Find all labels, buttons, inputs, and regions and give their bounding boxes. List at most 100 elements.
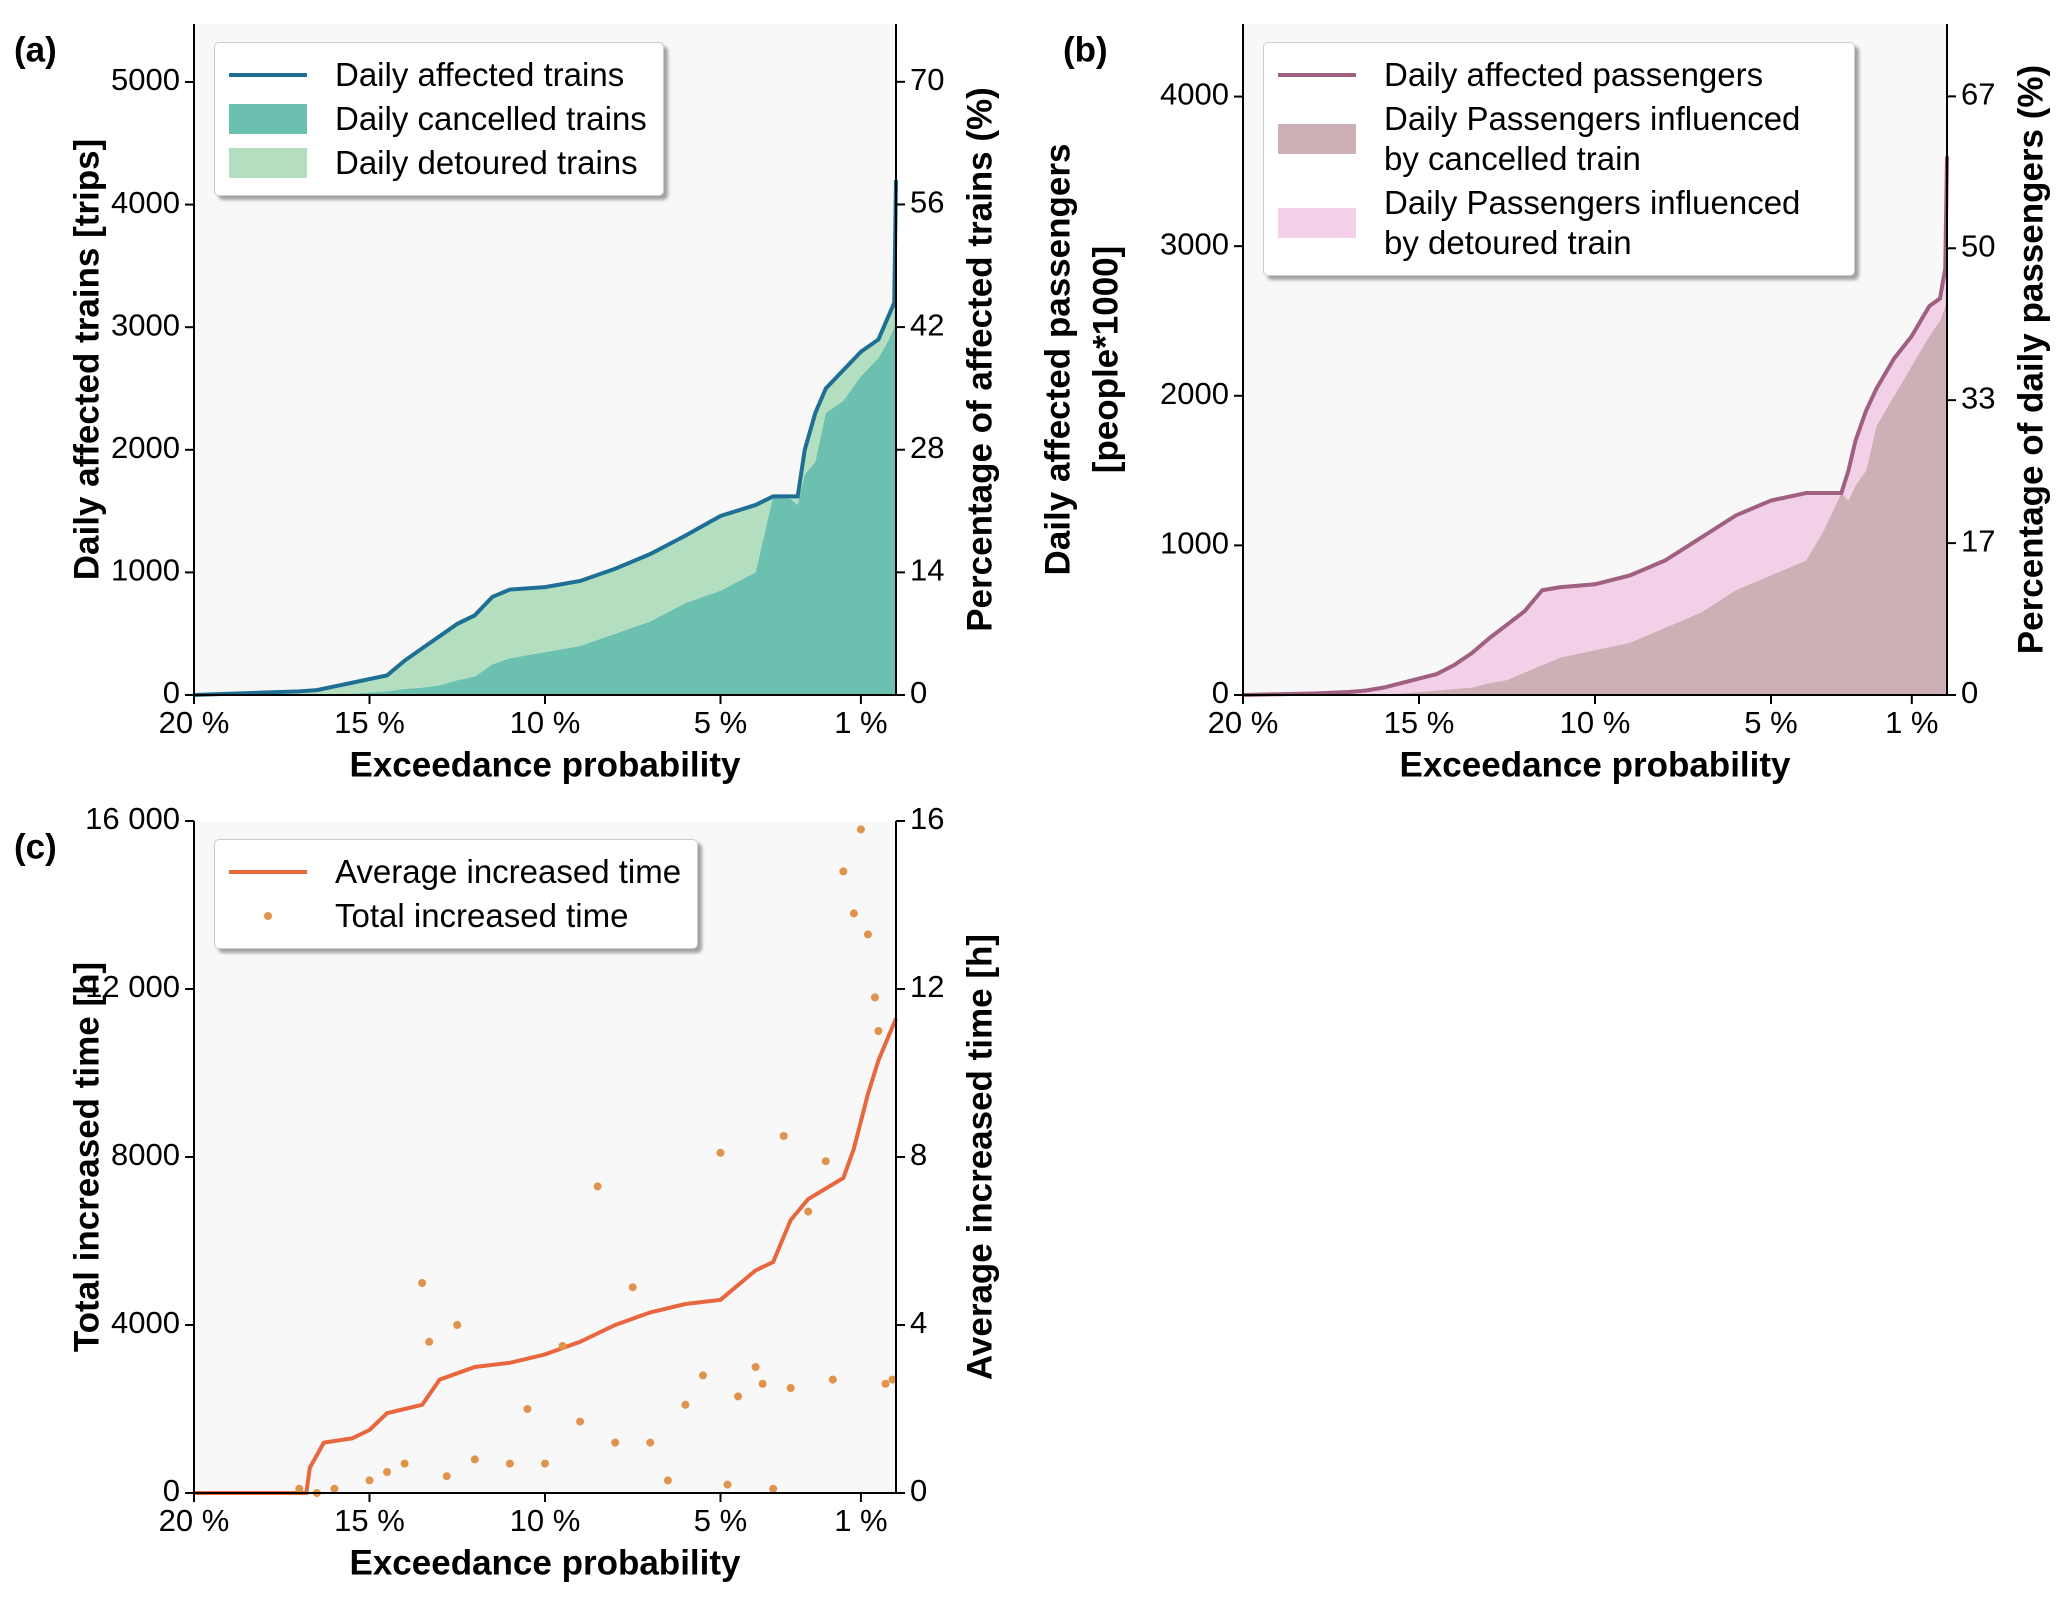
y-tick-label: 1000	[111, 553, 180, 588]
legend: Daily affected trains Daily cancelled tra…	[214, 42, 664, 196]
point	[681, 1400, 690, 1409]
legend-entry: Daily Passengers influenced by detoured …	[1278, 183, 1838, 263]
legend-label: Average increased time	[335, 853, 682, 890]
point	[804, 1207, 813, 1216]
point	[698, 1371, 707, 1380]
y-tick-label: 2000	[1160, 376, 1229, 411]
legend-label: Daily affected passengers	[1384, 56, 1764, 93]
point	[856, 825, 865, 834]
legend-label: Daily Passengers influenced by detoured …	[1384, 184, 1801, 261]
y2-axis-label: Percentage of daily passengers (%)	[2011, 65, 2050, 654]
legend-entry: Daily cancelled trains	[229, 99, 647, 139]
y2-tick-label: 33	[1961, 380, 1995, 415]
y-tick-label: 5000	[111, 62, 180, 97]
legend-entry: Daily affected trains	[229, 55, 647, 95]
point	[365, 1476, 374, 1485]
panel-label: (a)	[14, 30, 57, 69]
y2-tick-label: 42	[910, 307, 944, 342]
legend-marker	[1278, 208, 1356, 238]
y2-tick-label: 16	[910, 801, 944, 836]
point	[470, 1455, 479, 1464]
y-tick-label: 0	[163, 1473, 180, 1508]
point	[888, 1375, 897, 1384]
y2-axis-label: Percentage of affected trains (%)	[960, 87, 999, 632]
legend-marker	[229, 912, 307, 920]
x-tick-label: 10 %	[1560, 705, 1631, 740]
area	[194, 180, 896, 696]
point	[723, 1480, 732, 1489]
point	[779, 1132, 788, 1140]
point	[593, 1182, 602, 1191]
legend-label: Daily cancelled trains	[335, 100, 647, 137]
legend-label: Daily detoured trains	[335, 144, 638, 181]
x-axis-label: Exceedance probability	[350, 1543, 742, 1582]
legend-entry: Daily Passengers influenced by cancelled…	[1278, 99, 1838, 179]
point	[870, 993, 879, 1002]
y-axis-label: Total increased time [h]	[67, 962, 106, 1352]
y-axis-label: Daily affected passengers	[1038, 144, 1077, 576]
point	[558, 1342, 567, 1350]
x-tick-label: 1 %	[834, 1503, 887, 1538]
point	[874, 1027, 883, 1035]
y-tick-label: 0	[163, 675, 180, 710]
y-axis-label: Daily affected trains [trips]	[67, 139, 106, 581]
y-tick-label: 12 000	[85, 969, 180, 1004]
y2-tick-label: 0	[910, 1473, 927, 1508]
point	[541, 1459, 549, 1468]
x-tick-label: 15 %	[334, 705, 405, 740]
y-tick-label: 3000	[111, 307, 180, 342]
point	[839, 867, 848, 876]
legend-entry: Daily affected passengers	[1278, 55, 1838, 95]
point	[523, 1405, 532, 1413]
point	[442, 1472, 451, 1481]
point	[628, 1283, 637, 1292]
area	[1243, 156, 1947, 696]
y-tick-label: 16 000	[85, 801, 180, 836]
y-axis-label: [people*1000]	[1086, 246, 1125, 474]
legend-marker	[229, 73, 307, 77]
point	[881, 1379, 890, 1388]
point	[663, 1476, 672, 1485]
point	[400, 1459, 409, 1468]
x-tick-label: 15 %	[1384, 705, 1455, 740]
y2-tick-label: 70	[910, 62, 944, 97]
legend-label: Total increased time	[335, 897, 629, 934]
legend-label: Daily affected trains	[335, 56, 625, 93]
line	[1242, 156, 1949, 697]
point	[863, 930, 872, 939]
x-tick-label: 5 %	[1744, 705, 1797, 740]
x-tick-label: 15 %	[334, 1503, 405, 1538]
legend-marker	[1278, 73, 1356, 77]
x-tick-label: 10 %	[510, 1503, 581, 1538]
panel-label: (b)	[1063, 30, 1108, 69]
legend-label: Daily Passengers influenced by cancelled…	[1384, 100, 1801, 177]
point	[828, 1375, 837, 1384]
y-tick-label: 4000	[111, 1305, 180, 1340]
y-tick-label: 8000	[111, 1137, 180, 1172]
y2-tick-label: 12	[910, 969, 944, 1004]
legend-marker	[229, 870, 307, 874]
point	[295, 1484, 304, 1493]
y2-tick-label: 50	[1961, 228, 1995, 263]
x-axis-label: Exceedance probability	[350, 745, 742, 784]
y2-tick-label: 28	[910, 430, 944, 465]
y-tick-label: 3000	[1160, 226, 1229, 261]
point	[769, 1484, 778, 1493]
point	[425, 1337, 434, 1346]
legend-entry: Daily detoured trains	[229, 143, 647, 183]
point	[758, 1379, 767, 1388]
panel-label: (c)	[14, 827, 57, 866]
y-tick-label: 4000	[1160, 77, 1229, 112]
x-tick-label: 20 %	[1208, 705, 1279, 740]
y2-tick-label: 56	[910, 185, 944, 220]
x-tick-label: 10 %	[510, 705, 581, 740]
point	[505, 1459, 514, 1468]
y2-tick-label: 8	[910, 1137, 927, 1172]
point	[734, 1392, 743, 1401]
point	[330, 1484, 339, 1493]
x-tick-label: 20 %	[159, 705, 230, 740]
legend-entry: Total increased time	[229, 896, 681, 936]
point	[383, 1468, 392, 1476]
y-tick-label: 4000	[111, 185, 180, 220]
